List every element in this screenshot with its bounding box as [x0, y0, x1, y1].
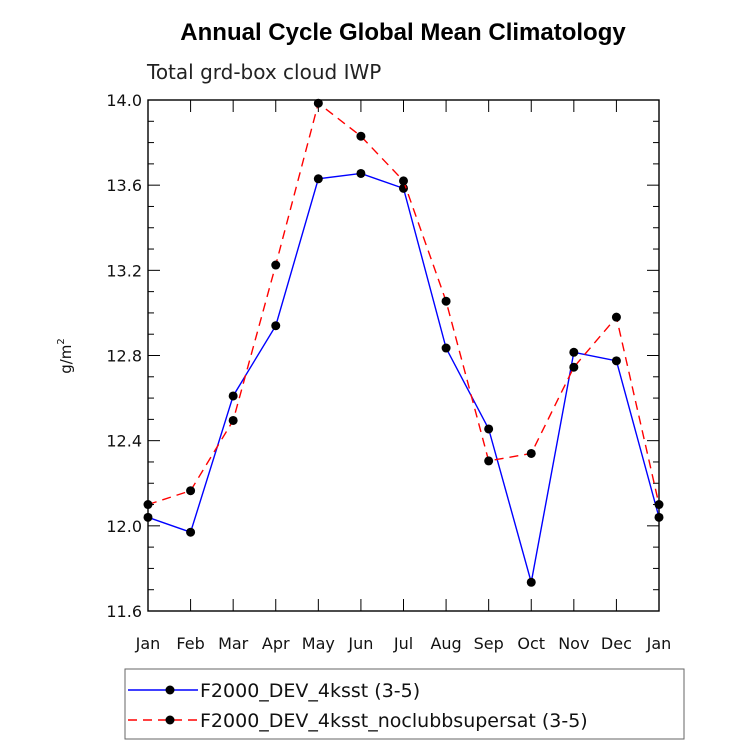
- x-tick-label: Aug: [430, 634, 461, 653]
- chart-subtitle: Total grd-box cloud IWP: [146, 60, 381, 84]
- plot-area: 11.6 12.0 12.4 12.8 13.2 13.6 14.0 Jan Feb Mar Apr…: [106, 91, 671, 653]
- series-2-point: [399, 176, 408, 186]
- x-tick-label: Nov: [558, 634, 589, 653]
- series-1-point: [186, 527, 196, 537]
- x-tick-label: May: [302, 634, 335, 653]
- chart-title: Annual Cycle Global Mean Climatology: [180, 19, 626, 46]
- y-tick-label: 13.2: [106, 261, 142, 280]
- series-1-point: [313, 174, 323, 184]
- x-tick-label: Sep: [474, 634, 504, 653]
- legend-marker-1: [165, 685, 175, 695]
- x-tick-label: Oct: [517, 634, 545, 653]
- legend-label-1: F2000_DEV_4ksst (3-5): [200, 680, 420, 702]
- x-tick-label: Jul: [393, 634, 413, 653]
- y-tick-label: 13.6: [106, 176, 142, 195]
- series-2-point: [441, 296, 451, 306]
- y-axis-label-unit: g/m: [57, 345, 75, 374]
- series-1-point: [654, 512, 664, 522]
- series-2-point: [228, 415, 238, 425]
- series-2-point: [356, 131, 366, 141]
- y-tick-label: 12.0: [106, 517, 142, 536]
- series-1-point: [143, 512, 153, 522]
- series-1-point: [611, 356, 621, 366]
- y-tick-label: 12.8: [106, 347, 142, 366]
- y-tick-label: 11.6: [106, 602, 142, 621]
- series-2-point: [313, 98, 323, 108]
- x-tick-label: Feb: [176, 634, 204, 653]
- x-tick-label: Jun: [347, 634, 373, 653]
- series-1-point: [526, 577, 536, 587]
- x-tick-label: Jan: [646, 634, 672, 653]
- series-2-point: [186, 486, 196, 496]
- series-2-point: [143, 500, 153, 510]
- series-2-point: [611, 312, 621, 322]
- x-tick-label: Dec: [601, 634, 632, 653]
- series-2-point: [271, 260, 281, 270]
- series-1-point: [356, 168, 366, 178]
- y-axis-label: g/m2: [56, 338, 75, 374]
- series-line-2: [147, 101, 660, 506]
- series-1-point: [228, 391, 238, 401]
- series-2-point: [654, 500, 664, 510]
- series-2-point: [569, 362, 579, 372]
- y-tick-label: 14.0: [106, 91, 142, 110]
- series-1-point: [484, 424, 494, 434]
- series-2-point: [526, 448, 536, 458]
- y-tick-label: 12.4: [106, 432, 142, 451]
- y-axis-label-superscript: 2: [56, 338, 67, 344]
- series-1-point: [569, 347, 579, 357]
- x-tick-label: Jan: [135, 634, 161, 653]
- legend-label-2: F2000_DEV_4ksst_noclubbsupersat (3-5): [200, 710, 588, 732]
- legend-box: [124, 668, 685, 740]
- legend: F2000_DEV_4ksst (3-5) F2000_DEV_4ksst_noc…: [124, 668, 685, 740]
- x-tick-label: Mar: [218, 634, 249, 653]
- series-1-point: [271, 321, 281, 331]
- series-2-point: [484, 456, 494, 466]
- legend-marker-2: [165, 715, 175, 725]
- x-tick-label: Apr: [262, 634, 290, 653]
- series-line-1: [147, 172, 660, 583]
- series-1-point: [441, 343, 451, 353]
